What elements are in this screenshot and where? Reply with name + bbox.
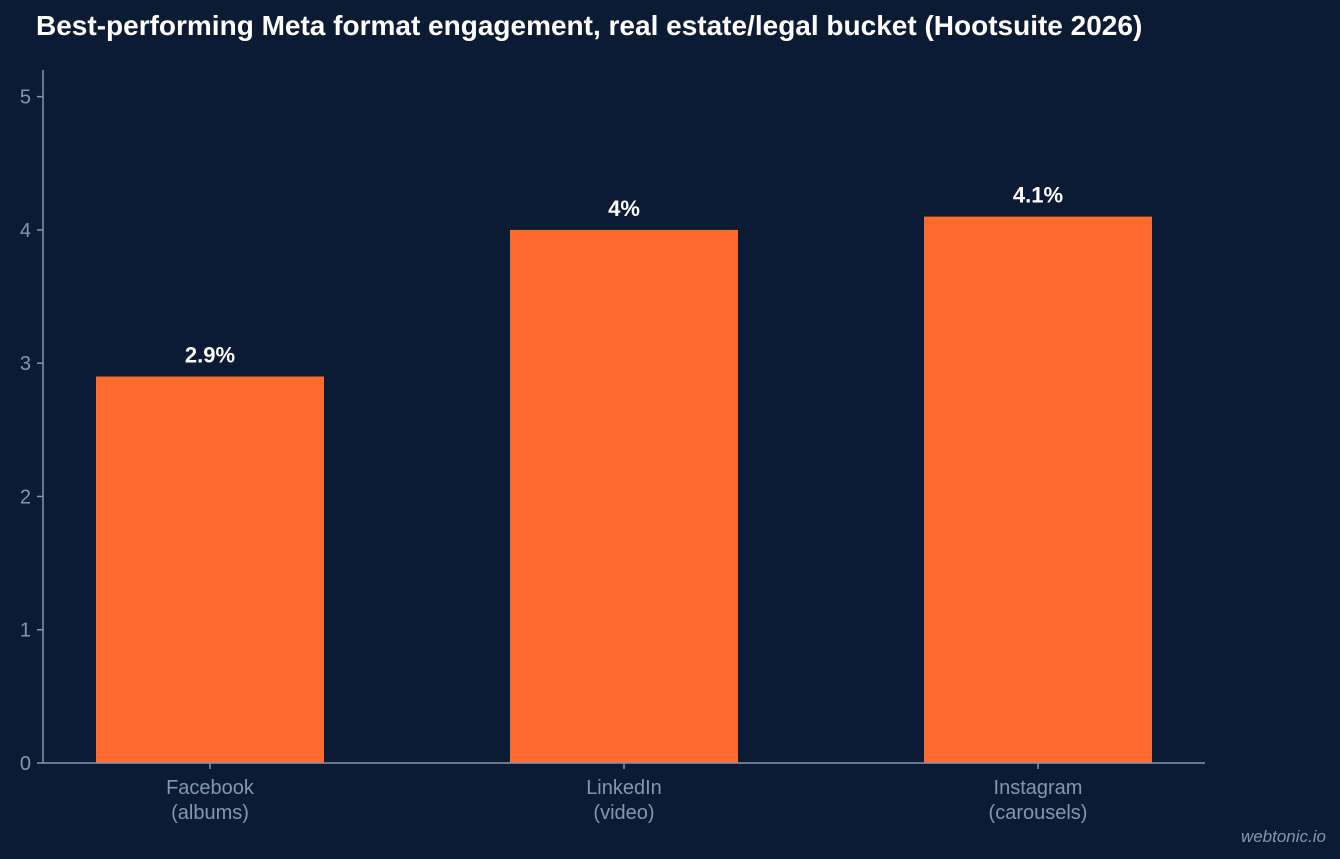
x-axis-ticks: Facebook (albums) LinkedIn (video) Instagram… [166,763,1087,824]
x-tick-label: LinkedIn (video) [586,777,662,824]
x-tick-label: Facebook (albums) [166,777,255,824]
y-tick-label: 0 [20,753,31,775]
watermark: webtonic.io [1240,827,1326,846]
bars [96,216,1152,763]
y-axis-ticks: 0 1 2 3 4 5 [20,87,43,775]
chart-title: Best-performing Meta format engagement, … [36,10,1143,41]
data-label: 4% [608,196,640,221]
y-tick-label: 5 [20,87,31,109]
y-tick-label: 1 [20,620,31,642]
y-tick-label: 4 [20,220,31,242]
bar [96,376,324,763]
data-labels: 2.9% 4% 4.1% [185,183,1063,368]
y-tick-label: 3 [20,353,31,375]
y-tick-label: 2 [20,486,31,508]
x-tick-label: Instagram (carousels) [989,777,1088,824]
bar [924,216,1152,763]
data-label: 2.9% [185,343,235,368]
data-label: 4.1% [1013,183,1063,208]
bar [510,229,738,763]
